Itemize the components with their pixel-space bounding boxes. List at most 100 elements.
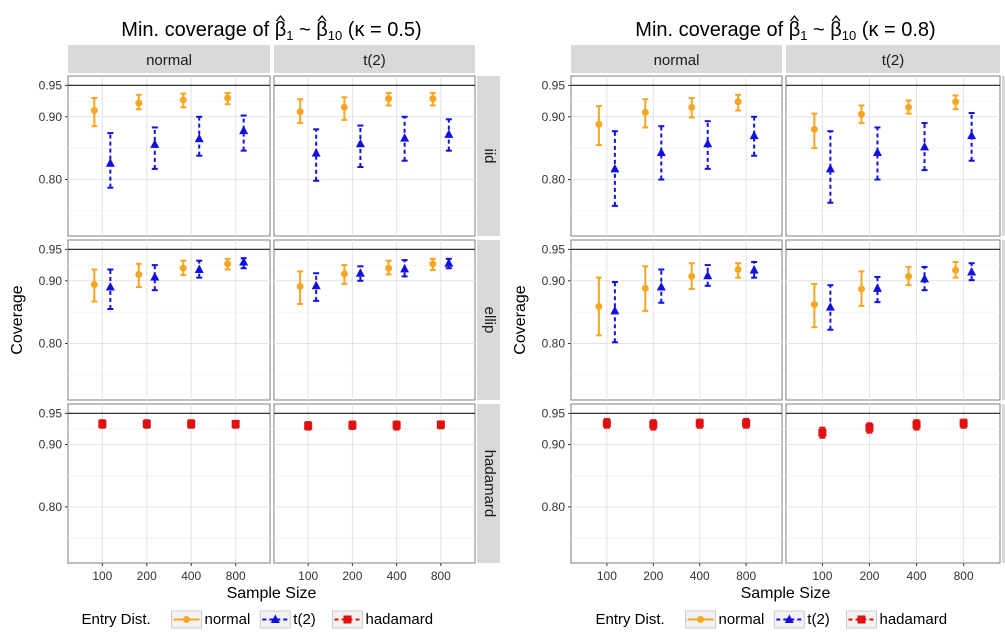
- chart-title: Min. coverage of β1 ~ β10 (κ = 0.5): [121, 19, 421, 43]
- point-marker: [825, 302, 835, 311]
- panel-background: [785, 403, 1001, 564]
- title-s1: 1: [800, 28, 807, 43]
- panel: [570, 75, 783, 237]
- title-b1: β: [275, 19, 287, 41]
- legend-label: hadamard: [366, 611, 434, 628]
- y-tick-label: 0.95: [39, 406, 63, 420]
- point-marker: [952, 266, 960, 274]
- x-tick-label: 800: [431, 569, 451, 583]
- legend-key-marker: [183, 616, 190, 623]
- panel-background: [67, 239, 271, 401]
- x-tick-label: 100: [298, 569, 318, 583]
- panel: 100 200 400 800: [67, 403, 271, 583]
- x-tick-label: 800: [736, 569, 756, 583]
- point-marker: [311, 148, 321, 157]
- panel-background: [570, 239, 783, 401]
- chart-2: Min. coverage of β1 ~ β10 (κ = 0.8)norma…: [512, 14, 1005, 629]
- column-strip-label: normal: [654, 52, 700, 69]
- x-tick-label: 100: [597, 569, 617, 583]
- x-tick-label: 400: [181, 569, 201, 583]
- column-strip: [274, 45, 475, 73]
- x-tick-label: 100: [812, 569, 832, 583]
- y-tick-label: 0.95: [542, 406, 566, 420]
- panel-background: [273, 75, 476, 237]
- point-marker: [905, 103, 913, 111]
- y-tick-label: 0.90: [39, 438, 63, 452]
- y-tick-label: 0.80: [39, 500, 63, 514]
- title-prefix: Min. coverage of: [121, 19, 274, 41]
- point-marker: [818, 428, 827, 437]
- legend-item-normal: normal: [685, 610, 765, 629]
- point-marker: [400, 133, 410, 142]
- point-marker: [194, 133, 204, 143]
- point-marker: [90, 107, 98, 115]
- point-marker: [810, 125, 818, 133]
- y-axis-title: Coverage: [9, 285, 26, 354]
- x-tick-label: 100: [92, 569, 112, 583]
- panel-background: [785, 75, 1001, 237]
- legend-title: Entry Dist.: [596, 611, 665, 628]
- point-marker: [749, 130, 759, 140]
- panel-background: [273, 239, 476, 401]
- title-sep: ~: [293, 19, 316, 41]
- point-marker: [187, 419, 196, 428]
- point-marker: [105, 282, 115, 291]
- panel: [273, 75, 476, 237]
- point-marker: [641, 108, 649, 116]
- point-marker: [649, 420, 658, 429]
- point-marker: [239, 125, 249, 135]
- legend-key-marker: [784, 614, 794, 623]
- point-marker: [656, 282, 666, 291]
- point-marker: [688, 272, 696, 280]
- y-tick-label: 0.95: [39, 242, 63, 256]
- title-prefix: Min. coverage of: [635, 19, 788, 41]
- panel-background: [67, 75, 271, 237]
- point-marker: [920, 141, 930, 151]
- legend-item-t2: t(2): [773, 610, 830, 629]
- beta-hat-mark: [789, 14, 799, 22]
- legend-label: hadamard: [880, 611, 948, 628]
- panel: 100 200 400 800: [273, 403, 476, 583]
- x-tick-label: 400: [907, 569, 927, 583]
- point-marker: [194, 264, 204, 273]
- y-tick-label: 0.80: [39, 337, 63, 351]
- point-marker: [967, 267, 977, 276]
- title-suffix: (κ = 0.5): [342, 19, 421, 41]
- point-marker: [695, 419, 704, 428]
- point-marker: [952, 98, 960, 106]
- column-strip-label: t(2): [882, 52, 905, 69]
- legend-key-marker: [343, 615, 352, 624]
- column-strip-label: normal: [146, 52, 192, 69]
- chart-title: Min. coverage of β1 ~ β10 (κ = 0.8): [635, 19, 935, 43]
- point-marker: [90, 281, 98, 289]
- title-sep: ~: [807, 19, 830, 41]
- row-strip-label: ellip: [481, 307, 498, 334]
- row-strip: [1002, 76, 1005, 236]
- point-marker: [135, 99, 143, 107]
- x-tick-label: 800: [226, 569, 246, 583]
- point-marker: [296, 282, 304, 290]
- panel-background: [570, 75, 783, 237]
- point-marker: [688, 103, 696, 111]
- point-marker: [703, 138, 713, 148]
- legend-label: normal: [719, 611, 765, 628]
- point-marker: [703, 270, 713, 280]
- y-tick-label: 0.90: [542, 274, 566, 288]
- point-marker: [150, 139, 160, 148]
- point-marker: [610, 163, 620, 173]
- point-marker: [959, 419, 968, 428]
- column-strip: [786, 45, 1000, 73]
- y-tick-label: 0.90: [39, 274, 63, 288]
- row-strip: [477, 404, 500, 563]
- title-b1: β: [789, 19, 801, 41]
- point-marker: [385, 95, 393, 103]
- legend-label: t(2): [807, 611, 830, 628]
- y-tick-label: 0.90: [39, 110, 63, 124]
- point-marker: [385, 264, 393, 272]
- point-marker: [142, 419, 151, 428]
- title-s2: 10: [842, 28, 856, 43]
- x-axis-title: Sample Size: [741, 585, 831, 602]
- y-tick-label: 0.90: [542, 110, 566, 124]
- point-marker: [340, 270, 348, 278]
